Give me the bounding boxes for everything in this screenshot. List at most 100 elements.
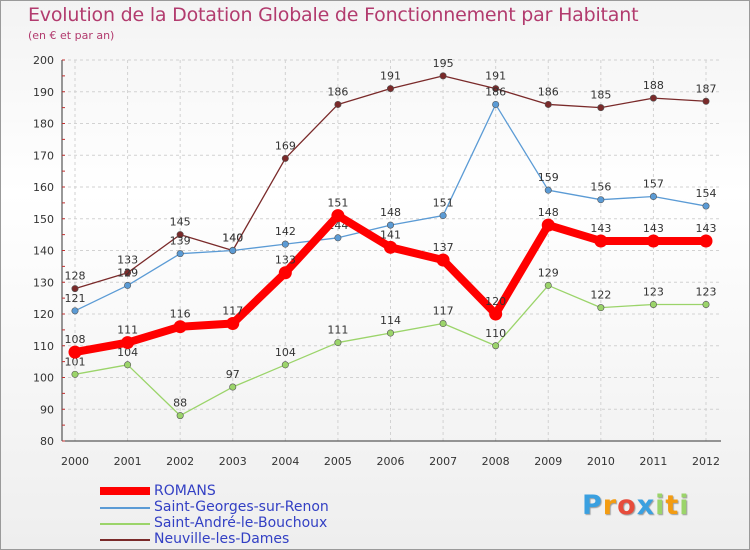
- data-point-neuville-les-dames: [492, 85, 500, 93]
- data-point-saint-georges-sur-renon: [492, 100, 500, 108]
- data-point-romans: [699, 234, 713, 248]
- logo-letter: P: [582, 490, 603, 521]
- data-point-saint-georges-sur-renon: [439, 212, 447, 220]
- data-label-romans: 148: [538, 206, 559, 219]
- data-label-neuville-les-dames: 133: [117, 254, 138, 267]
- y-tick-label: 180: [33, 118, 54, 131]
- data-point-saint-andre-le-bouchoux: [334, 339, 342, 347]
- data-label-saint-andre-le-bouchoux: 129: [538, 266, 559, 279]
- data-label-neuville-les-dames: 191: [380, 70, 401, 83]
- data-label-saint-andre-le-bouchoux: 111: [327, 324, 348, 337]
- data-label-neuville-les-dames: 169: [275, 139, 296, 152]
- y-tick-label: 120: [33, 308, 54, 321]
- legend-label: ROMANS: [154, 483, 216, 499]
- data-point-romans: [121, 336, 135, 350]
- data-point-saint-andre-le-bouchoux: [124, 361, 132, 369]
- data-label-saint-andre-le-bouchoux: 114: [380, 314, 401, 327]
- data-label-saint-andre-le-bouchoux: 104: [117, 346, 138, 359]
- logo-letter: i: [679, 490, 690, 521]
- data-point-saint-andre-le-bouchoux: [649, 300, 657, 308]
- legend-swatch-saint-andre: [100, 523, 150, 525]
- y-tick-label: 130: [33, 276, 54, 289]
- data-point-neuville-les-dames: [597, 104, 605, 112]
- data-point-romans: [541, 218, 555, 232]
- data-point-neuville-les-dames: [334, 100, 342, 108]
- data-point-saint-georges-sur-renon: [71, 307, 79, 315]
- data-label-saint-andre-le-bouchoux: 122: [590, 289, 611, 302]
- data-label-neuville-les-dames: 195: [433, 57, 454, 70]
- data-label-saint-georges-sur-renon: 121: [65, 292, 86, 305]
- data-label-romans: 117: [222, 305, 243, 318]
- data-label-neuville-les-dames: 140: [222, 232, 243, 245]
- data-point-saint-andre-le-bouchoux: [386, 329, 394, 337]
- data-label-saint-georges-sur-renon: 159: [538, 171, 559, 184]
- data-label-romans: 120: [485, 295, 506, 308]
- x-tick-label: 2012: [692, 455, 720, 468]
- data-label-romans: 133: [275, 254, 296, 267]
- data-label-romans: 141: [380, 228, 401, 241]
- legend-label: Saint-Georges-sur-Renon: [154, 499, 329, 515]
- legend-swatch-neuville: [100, 539, 150, 541]
- data-label-saint-andre-le-bouchoux: 101: [65, 355, 86, 368]
- legend: ROMANS Saint-Georges-sur-Renon Saint-And…: [100, 483, 400, 548]
- data-point-romans: [173, 320, 187, 334]
- data-point-saint-andre-le-bouchoux: [544, 281, 552, 289]
- x-tick-label: 2000: [61, 455, 89, 468]
- data-label-romans: 143: [643, 222, 664, 235]
- data-point-saint-andre-le-bouchoux: [597, 304, 605, 312]
- data-point-romans: [331, 209, 345, 223]
- x-tick-label: 2009: [534, 455, 562, 468]
- data-point-romans: [489, 307, 503, 321]
- y-tick-label: 100: [33, 372, 54, 385]
- x-tick-label: 2005: [324, 455, 352, 468]
- data-point-saint-andre-le-bouchoux: [439, 320, 447, 328]
- logo-letter: t: [665, 490, 680, 521]
- data-point-neuville-les-dames: [702, 97, 710, 105]
- x-tick-label: 2007: [429, 455, 457, 468]
- data-label-saint-georges-sur-renon: 139: [170, 235, 191, 248]
- legend-swatch-saint-georges: [100, 507, 150, 509]
- data-label-neuville-les-dames: 186: [538, 85, 559, 98]
- proxiti-logo: Proxiti: [582, 490, 690, 521]
- data-label-romans: 143: [590, 222, 611, 235]
- data-point-romans: [594, 234, 608, 248]
- data-label-romans: 108: [65, 333, 86, 346]
- data-point-saint-andre-le-bouchoux: [281, 361, 289, 369]
- data-point-saint-georges-sur-renon: [386, 221, 394, 229]
- data-point-romans: [384, 240, 397, 254]
- data-point-neuville-les-dames: [386, 85, 394, 93]
- x-tick-label: 2006: [377, 455, 405, 468]
- data-label-saint-georges-sur-renon: 140: [222, 232, 243, 245]
- data-label-saint-georges-sur-renon: 154: [696, 187, 717, 200]
- x-tick-label: 2002: [166, 455, 194, 468]
- data-point-saint-georges-sur-renon: [229, 247, 237, 255]
- y-tick-label: 200: [33, 54, 54, 67]
- data-point-saint-georges-sur-renon: [649, 193, 657, 201]
- data-label-neuville-les-dames: 191: [485, 70, 506, 83]
- y-tick-label: 110: [33, 340, 54, 353]
- data-point-saint-andre-le-bouchoux: [492, 342, 500, 350]
- data-label-saint-georges-sur-renon: 186: [485, 85, 506, 98]
- data-point-saint-andre-le-bouchoux: [229, 383, 237, 391]
- data-point-neuville-les-dames: [281, 154, 289, 162]
- y-tick-label: 140: [33, 245, 54, 258]
- data-label-romans: 111: [117, 324, 138, 337]
- data-point-saint-georges-sur-renon: [334, 234, 342, 242]
- data-point-saint-georges-sur-renon: [702, 202, 710, 210]
- legend-item-saint-georges: Saint-Georges-sur-Renon: [100, 499, 400, 516]
- y-tick-label: 170: [33, 149, 54, 162]
- logo-letter: o: [617, 490, 637, 521]
- data-label-romans: 143: [696, 222, 717, 235]
- x-tick-label: 2008: [482, 455, 510, 468]
- data-point-romans: [646, 234, 660, 248]
- x-tick-label: 2010: [587, 455, 615, 468]
- y-tick-label: 90: [40, 403, 54, 416]
- x-tick-label: 2001: [114, 455, 142, 468]
- data-point-romans: [68, 345, 82, 359]
- data-label-saint-andre-le-bouchoux: 88: [173, 397, 187, 410]
- data-point-neuville-les-dames: [176, 231, 184, 239]
- legend-item-saint-andre: Saint-André-le-Bouchoux: [100, 515, 400, 532]
- data-label-saint-andre-le-bouchoux: 123: [696, 285, 717, 298]
- x-tick-label: 2003: [219, 455, 247, 468]
- legend-swatch-romans: [100, 487, 150, 495]
